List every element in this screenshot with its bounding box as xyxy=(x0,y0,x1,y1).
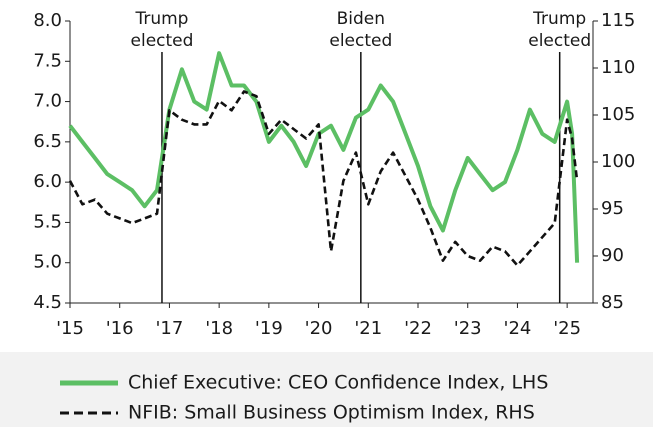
y-tick-label: 5.0 xyxy=(33,252,62,273)
y2-tick-label: 85 xyxy=(601,292,624,313)
series-line xyxy=(68,51,580,263)
series-line xyxy=(68,90,579,267)
y2-tick-label: 100 xyxy=(601,151,635,172)
y2-tick-label: 110 xyxy=(601,57,635,78)
x-tick-label: '25 xyxy=(553,318,581,339)
y-tick-label: 8.0 xyxy=(33,10,62,31)
annotation: Trump xyxy=(134,9,188,29)
y-tick-label: 7.5 xyxy=(33,50,62,71)
annotation: Trump xyxy=(532,9,586,29)
x-tick-label: '15 xyxy=(56,318,84,339)
x-tick-label: '19 xyxy=(255,318,283,339)
y-tick-label: 6.0 xyxy=(33,171,62,192)
x-tick-label: '23 xyxy=(454,318,482,339)
y2-tick-label: 95 xyxy=(601,198,624,219)
annotation: elected xyxy=(329,31,392,51)
x-tick-label: '21 xyxy=(354,318,382,339)
y2-tick-label: 90 xyxy=(601,245,624,266)
y-tick-label: 5.5 xyxy=(33,211,62,232)
legend-label: NFIB: Small Business Optimism Index, RHS xyxy=(128,402,535,424)
x-tick-label: '24 xyxy=(504,318,532,339)
x-tick-label: '20 xyxy=(305,318,333,339)
annotation: Biden xyxy=(337,9,385,29)
x-tick-label: '16 xyxy=(106,318,134,339)
x-tick-label: '18 xyxy=(205,318,233,339)
legend-label: Chief Executive: CEO Confidence Index, L… xyxy=(128,372,548,394)
y-tick-label: 7.0 xyxy=(33,91,62,112)
x-tick-label: '17 xyxy=(155,318,183,339)
annotation: elected xyxy=(131,31,194,51)
y-tick-label: 6.5 xyxy=(33,131,62,152)
y2-tick-label: 105 xyxy=(601,104,635,125)
y2-tick-label: 115 xyxy=(601,10,635,31)
y-tick-label: 4.5 xyxy=(33,292,62,313)
annotation: elected xyxy=(528,31,591,51)
x-tick-label: '22 xyxy=(404,318,432,339)
